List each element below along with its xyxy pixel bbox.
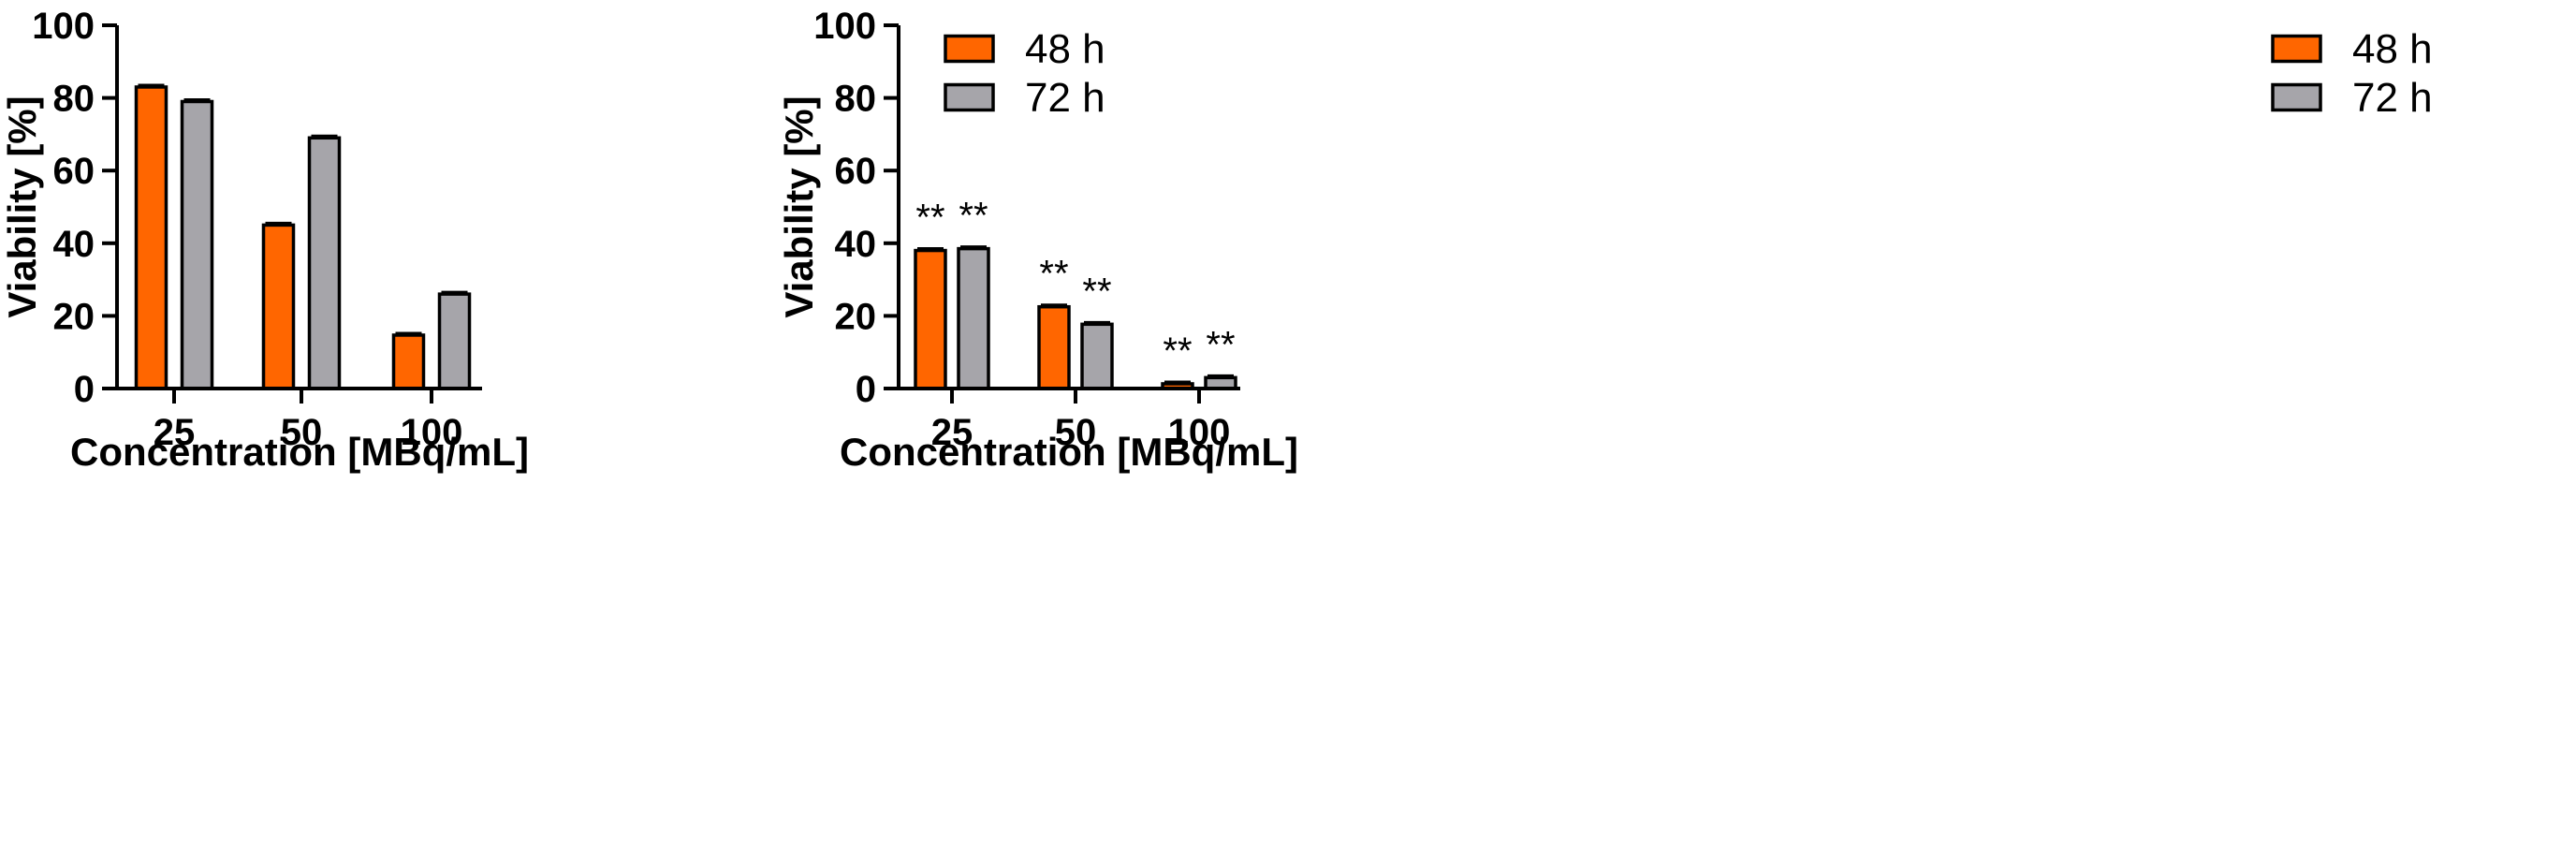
x-tick-label: 25 [154, 412, 196, 453]
x-tick-label: 100 [401, 412, 463, 453]
bar-48h-25 [134, 85, 168, 390]
y-axis-title: Viability [%] [0, 95, 44, 317]
bar-72h-25 [957, 246, 990, 390]
x-tick-label: 50 [1055, 412, 1097, 453]
legend-label: 72 h [2352, 75, 2433, 121]
bar-48h-50 [261, 223, 296, 390]
legend-label: 72 h [1025, 75, 1105, 121]
y-tick-label: 20 [53, 296, 95, 337]
significance-label: ** [1163, 330, 1192, 372]
x-tick-label: 25 [931, 412, 973, 453]
y-tick-label: 0 [74, 369, 95, 410]
y-tick-label: 100 [32, 6, 95, 47]
y-tick-label: 0 [856, 369, 876, 410]
y-tick-label: 40 [53, 224, 95, 265]
y-tick-label: 40 [835, 224, 877, 265]
legend-swatch [2271, 82, 2322, 112]
significance-label: ** [1039, 254, 1068, 295]
x-axis-title: Concentration [MBq/mL] [70, 430, 529, 474]
legend-label: 48 h [1025, 26, 1105, 72]
y-axis-title: Viability [%] [777, 95, 821, 317]
y-tick-label: 100 [813, 6, 876, 47]
x-axis-title: Concentration [MBq/mL] [840, 430, 1298, 474]
significance-label: ** [959, 196, 988, 237]
x-tick-label: 100 [1168, 412, 1231, 453]
legend-label: 48 h [2352, 26, 2433, 72]
y-tick-label: 60 [835, 151, 877, 192]
y-tick-label: 80 [835, 79, 877, 120]
bar-48h-50 [1037, 304, 1071, 390]
x-tick-label: 50 [281, 412, 323, 453]
legend-swatch [2271, 34, 2322, 64]
significance-label: ** [1206, 324, 1235, 365]
y-tick-label: 60 [53, 151, 95, 192]
bar-72h-25 [180, 99, 214, 390]
y-tick-label: 20 [835, 296, 877, 337]
legend-swatch [944, 34, 995, 64]
bar-48h-100 [391, 333, 426, 390]
y-tick-label: 80 [53, 79, 95, 120]
significance-label: ** [915, 198, 944, 239]
legend-swatch [944, 82, 995, 112]
significance-label: ** [1082, 271, 1111, 312]
bar-72h-50 [1080, 322, 1114, 390]
bar-48h-25 [914, 248, 947, 390]
bar-72h-100 [437, 292, 472, 390]
bar-72h-50 [307, 136, 342, 390]
